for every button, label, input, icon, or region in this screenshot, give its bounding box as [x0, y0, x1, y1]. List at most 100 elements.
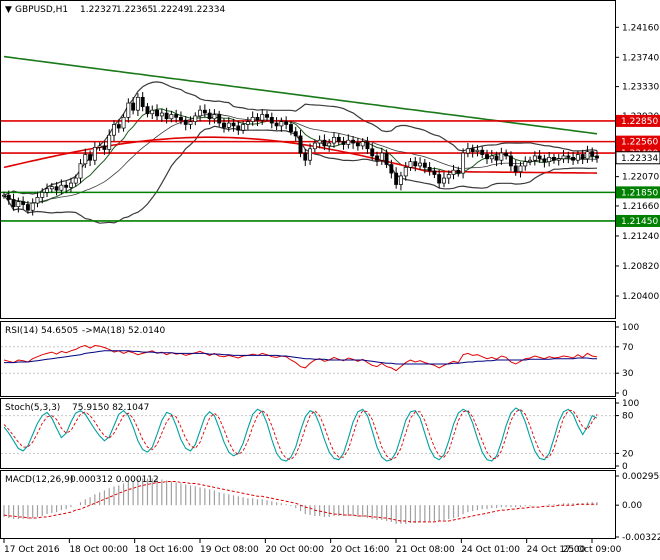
candle-body: [226, 122, 231, 128]
x-tick-label: 21 Oct 08:00: [396, 545, 455, 555]
price-y-tick-label: 1.23330: [622, 83, 659, 93]
candle-body: [298, 135, 303, 154]
x-tick-label: 25 Oct 09:00: [563, 545, 622, 555]
price-symbol: GBPUSD,H1: [15, 5, 68, 15]
candle-body: [470, 148, 475, 152]
candle-body: [121, 116, 126, 129]
price-y-tick-label: 1.20820: [622, 262, 659, 272]
candle-body: [150, 109, 155, 115]
x-tick-label: 19 Oct 08:00: [200, 545, 259, 555]
candle-body: [360, 141, 365, 147]
candle-body: [217, 114, 222, 124]
candle-body: [327, 142, 332, 147]
candle-body: [427, 167, 432, 172]
candle-body: [508, 155, 513, 167]
candle-body: [585, 151, 590, 160]
candle-body: [245, 121, 250, 125]
candle-body: [159, 112, 164, 117]
candle-body: [202, 109, 207, 114]
candle-body: [178, 116, 183, 121]
candle-body: [465, 148, 470, 154]
candle-body: [16, 201, 21, 208]
rsi-series-line: [4, 350, 597, 365]
candle-body: [336, 136, 341, 142]
candle-body: [398, 175, 403, 185]
candle-body: [279, 121, 284, 127]
candle-body: [571, 157, 576, 161]
candle-body: [389, 164, 394, 174]
candle-body: [375, 155, 379, 161]
candle-body: [40, 192, 45, 198]
price-high: 1.22365: [116, 5, 153, 15]
ma-fast-line: [3, 108, 597, 204]
candle-body: [288, 124, 293, 132]
candle-body: [580, 154, 585, 160]
candle-body: [269, 116, 274, 124]
candle-body: [422, 162, 427, 168]
current-price-tag: [615, 151, 660, 165]
rsi-title: RSI(14) 54.6505: [5, 326, 78, 336]
header-triangle-icon[interactable]: ▼: [5, 5, 12, 15]
candle-body: [475, 149, 480, 152]
candle-body: [418, 162, 423, 167]
level-tag: [616, 186, 660, 199]
candle-body: [312, 142, 317, 150]
candle-body: [193, 115, 198, 122]
price-y-tick-label: 1.21240: [622, 232, 659, 242]
candle-body: [140, 96, 145, 107]
candle-body: [49, 186, 54, 190]
candle-body: [174, 114, 179, 118]
candle-body: [274, 122, 279, 127]
stoch-y-tick-label: 20: [622, 449, 634, 459]
candle-body: [145, 106, 150, 115]
candle-body: [69, 182, 73, 188]
candle-body: [126, 102, 131, 118]
macd-panel: [0, 470, 616, 539]
price-y-tick-label: 1.22070: [622, 173, 659, 183]
rsi-series-line: [3, 344, 598, 372]
candle-body: [135, 96, 140, 111]
candle-body: [494, 155, 499, 161]
stoch-d-line: [3, 408, 598, 461]
candle-body: [2, 194, 6, 197]
macd-y-tick-label: -0.003225: [622, 533, 660, 543]
price-low: 1.22249: [152, 5, 189, 15]
stoch-y-tick-label: 80: [622, 412, 634, 422]
bollinger-middle-line: [3, 113, 598, 204]
level-label: 1.22560: [621, 138, 658, 148]
price-close: 1.22334: [188, 5, 225, 15]
candle-body: [78, 163, 83, 179]
rsi-subtitle: ->MA(18) 52.0140: [82, 326, 166, 336]
candle-body: [102, 145, 107, 150]
candle-body: [222, 122, 226, 128]
candle-body: [408, 161, 413, 168]
candle-body: [566, 155, 571, 158]
candle-body: [528, 159, 532, 162]
candle-body: [188, 121, 193, 125]
candle-body: [542, 158, 547, 162]
candle-body: [432, 170, 437, 175]
candle-body: [169, 114, 174, 120]
rsi-y-tick-label: 30: [622, 369, 634, 379]
candle-body: [88, 154, 93, 161]
candle-body: [11, 199, 16, 208]
level-label: 1.21450: [621, 217, 658, 227]
current-price-label: 1.22334: [621, 154, 658, 164]
candle-body: [6, 194, 11, 200]
candle-body: [241, 124, 246, 131]
x-tick-label: 17 Oct 2016: [4, 545, 60, 555]
candle-body: [21, 201, 26, 205]
candle-body: [131, 102, 136, 111]
candle-body: [332, 136, 336, 144]
rsi-y-tick-label: 0: [622, 389, 628, 399]
candle-body: [30, 202, 35, 211]
candle-body: [355, 142, 360, 147]
candle-body: [346, 139, 351, 145]
level-tag: [616, 135, 660, 148]
candle-body: [308, 148, 313, 161]
macd-title: MACD(12,26,9): [5, 475, 73, 485]
candle-body: [518, 165, 523, 172]
candle-body: [547, 157, 552, 162]
candle-body: [513, 165, 518, 172]
